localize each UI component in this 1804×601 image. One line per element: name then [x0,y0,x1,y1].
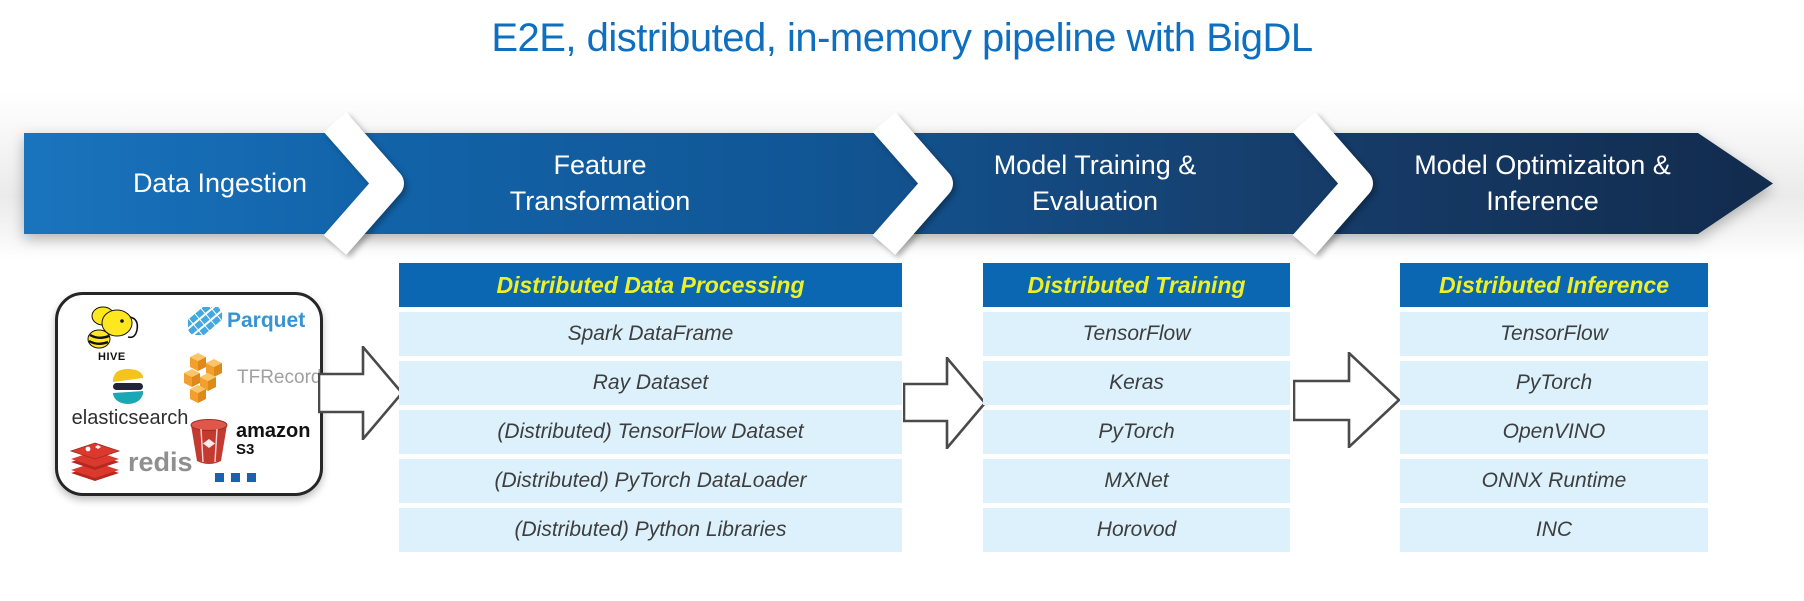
distributed-inference-table: Distributed Inference TensorFlow PyTorch… [1400,263,1708,552]
distributed-training-table: Distributed Training TensorFlow Keras Py… [983,263,1290,552]
elasticsearch-label: elasticsearch [71,407,189,429]
table-row: PyTorch [1400,361,1708,405]
table-row: Ray Dataset [399,361,902,405]
s3-label: S3 [236,441,255,458]
table-row: MXNet [983,459,1290,503]
stage-model-training-evaluation: Model Training & Evaluation [993,150,1197,216]
pipeline-banner [24,112,1773,255]
more-sources-ellipsis: ... [215,473,256,482]
ellipsis-dot [247,473,256,482]
hive-label: HIVE [98,351,126,363]
table-row: TensorFlow [983,312,1290,356]
parquet-logo: Parquet [188,307,305,335]
flow-arrow-icon [903,357,987,449]
table-row: TensorFlow [1400,312,1708,356]
stage-model-optimization-inference: Model Optimizaiton & Inference [1414,150,1671,216]
ellipsis-dot [215,473,224,482]
table-row: (Distributed) Python Libraries [399,508,902,552]
tfrecord-icon [184,353,222,403]
table-header: Distributed Training [983,263,1290,307]
hive-icon [87,306,139,349]
chevron-separator-icon [323,112,404,255]
hive-logo [84,301,146,357]
stage-data-ingestion: Data Ingestion [132,167,308,198]
elasticsearch-logo [110,367,146,405]
table-row: Horovod [983,508,1290,552]
amazon-s3-logo [188,417,230,467]
table-row: Spark DataFrame [399,312,902,356]
redis-icon [69,442,121,481]
table-header: Distributed Inference [1400,263,1708,307]
data-sources-box: HIVE Parquet [55,292,323,496]
table-row: (Distributed) TensorFlow Dataset [399,410,902,454]
chevron-separator-icon [872,112,953,255]
amazon-s3-labels: amazon S3 [236,421,310,458]
table-row: ONNX Runtime [1400,459,1708,503]
chevron-separator-icon [1292,112,1373,255]
table-row: (Distributed) PyTorch DataLoader [399,459,902,503]
table-row: PyTorch [983,410,1290,454]
stage-feature-transformation: Feature Transformation [509,150,691,216]
table-row: OpenVINO [1400,410,1708,454]
table-header: Distributed Data Processing [399,263,902,307]
amazon-s3-icon [190,419,228,464]
parquet-icon [188,307,222,335]
tfrecord-logo: TFRecord [182,351,321,405]
elasticsearch-icon [113,369,143,404]
flow-arrow-icon [318,346,404,440]
redis-label: redis [128,446,193,477]
table-row: INC [1400,508,1708,552]
slide-title: E2E, distributed, in-memory pipeline wit… [491,16,1313,60]
feature-transformation-table: Distributed Data Processing Spark DataFr… [399,263,902,552]
redis-logo: redis [68,441,193,483]
tfrecord-label: TFRecord [237,367,322,388]
flow-arrow-icon [1293,352,1401,448]
parquet-label: Parquet [227,309,306,332]
amazon-label: amazon [236,420,311,442]
table-row: Keras [983,361,1290,405]
ellipsis-dot [231,473,240,482]
